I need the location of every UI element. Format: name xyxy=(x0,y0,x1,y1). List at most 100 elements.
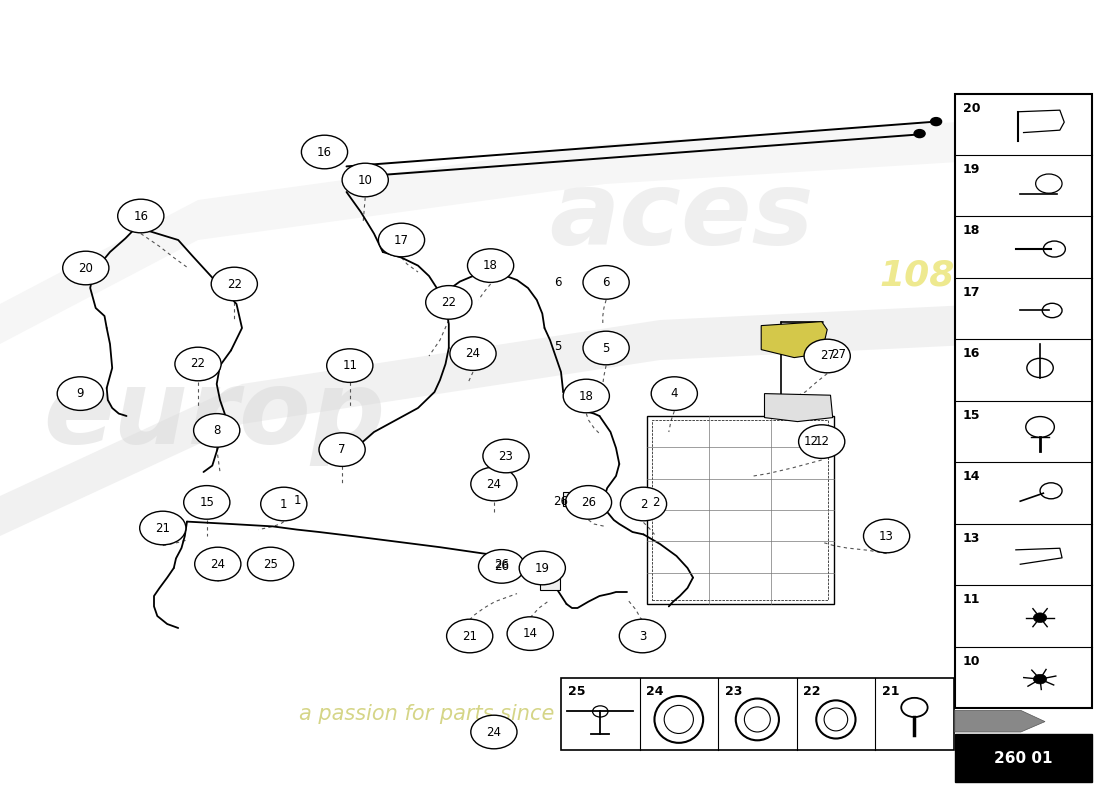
Text: europ: europ xyxy=(43,366,386,466)
Text: 12: 12 xyxy=(814,435,829,448)
Circle shape xyxy=(583,331,629,365)
Text: 22: 22 xyxy=(227,278,242,290)
Text: 19: 19 xyxy=(962,163,980,176)
Text: 17: 17 xyxy=(394,234,409,246)
Text: 18: 18 xyxy=(483,259,498,272)
Polygon shape xyxy=(761,322,827,358)
Text: 27: 27 xyxy=(820,350,835,362)
Text: 27: 27 xyxy=(830,348,846,361)
Circle shape xyxy=(804,339,850,373)
Text: 3: 3 xyxy=(639,630,646,642)
Text: 21: 21 xyxy=(462,630,477,642)
Circle shape xyxy=(118,199,164,233)
Text: 13: 13 xyxy=(879,530,894,542)
Text: 5: 5 xyxy=(554,340,561,353)
Circle shape xyxy=(864,519,910,553)
Circle shape xyxy=(57,377,103,410)
Text: 14: 14 xyxy=(962,470,980,483)
Circle shape xyxy=(175,347,221,381)
Circle shape xyxy=(184,486,230,519)
Text: 21: 21 xyxy=(882,685,900,698)
Text: 16: 16 xyxy=(317,146,332,158)
Text: 24: 24 xyxy=(486,726,502,738)
Circle shape xyxy=(619,619,666,653)
Text: 9: 9 xyxy=(77,387,84,400)
Text: 4: 4 xyxy=(671,387,678,400)
Circle shape xyxy=(620,487,667,521)
Text: 8: 8 xyxy=(213,424,220,437)
Text: 23: 23 xyxy=(498,450,514,462)
Circle shape xyxy=(565,486,612,519)
Circle shape xyxy=(483,439,529,473)
Circle shape xyxy=(1034,674,1046,684)
Text: 18: 18 xyxy=(962,225,980,238)
FancyBboxPatch shape xyxy=(561,678,954,750)
Text: 22: 22 xyxy=(441,296,456,309)
Text: 13: 13 xyxy=(962,532,980,545)
Circle shape xyxy=(519,551,565,585)
Text: 2: 2 xyxy=(652,496,659,509)
Text: 1: 1 xyxy=(280,498,287,510)
Polygon shape xyxy=(0,120,990,344)
Text: 26: 26 xyxy=(494,558,509,570)
Text: 20: 20 xyxy=(78,262,94,274)
Text: 5: 5 xyxy=(603,342,609,354)
Text: 18: 18 xyxy=(579,390,594,402)
Text: 17: 17 xyxy=(962,286,980,299)
Circle shape xyxy=(301,135,348,169)
Text: 16: 16 xyxy=(133,210,148,222)
Text: 24: 24 xyxy=(646,685,663,698)
Text: 22: 22 xyxy=(803,685,821,698)
Text: 11: 11 xyxy=(962,593,980,606)
Circle shape xyxy=(563,379,609,413)
Circle shape xyxy=(140,511,186,545)
Text: a passion for parts since 1985: a passion for parts since 1985 xyxy=(299,704,614,723)
Text: 24: 24 xyxy=(486,478,502,490)
Text: 260 01: 260 01 xyxy=(993,751,1053,766)
Circle shape xyxy=(248,547,294,581)
Circle shape xyxy=(211,267,257,301)
Circle shape xyxy=(378,223,425,257)
Circle shape xyxy=(63,251,109,285)
Text: 20: 20 xyxy=(962,102,980,114)
Text: aces: aces xyxy=(550,166,814,266)
Text: 25: 25 xyxy=(263,558,278,570)
Text: 1: 1 xyxy=(294,494,300,506)
FancyBboxPatch shape xyxy=(955,734,1092,782)
Circle shape xyxy=(450,337,496,370)
Text: 10: 10 xyxy=(962,654,980,667)
Circle shape xyxy=(914,130,925,138)
Circle shape xyxy=(478,550,525,583)
Circle shape xyxy=(342,163,388,197)
Text: 19: 19 xyxy=(535,562,550,574)
Text: 25: 25 xyxy=(568,685,585,698)
Text: 2: 2 xyxy=(640,498,647,510)
Text: 7: 7 xyxy=(339,443,345,456)
FancyBboxPatch shape xyxy=(563,492,583,506)
FancyBboxPatch shape xyxy=(540,576,560,590)
Text: 10: 10 xyxy=(358,174,373,186)
Circle shape xyxy=(261,487,307,521)
Polygon shape xyxy=(0,304,990,536)
Circle shape xyxy=(1034,613,1046,622)
Text: 22: 22 xyxy=(190,358,206,370)
Text: 26: 26 xyxy=(494,560,509,573)
Circle shape xyxy=(651,377,697,410)
FancyBboxPatch shape xyxy=(955,94,1092,708)
Text: 23: 23 xyxy=(725,685,742,698)
Circle shape xyxy=(471,715,517,749)
Polygon shape xyxy=(955,710,1045,732)
Text: 16: 16 xyxy=(962,347,980,360)
Circle shape xyxy=(426,286,472,319)
Text: 15: 15 xyxy=(199,496,214,509)
Circle shape xyxy=(327,349,373,382)
Text: 24: 24 xyxy=(210,558,225,570)
Text: 12: 12 xyxy=(803,435,818,448)
Circle shape xyxy=(799,425,845,458)
Text: 6: 6 xyxy=(554,276,561,289)
Text: 24: 24 xyxy=(465,347,481,360)
Circle shape xyxy=(194,414,240,447)
Circle shape xyxy=(447,619,493,653)
Circle shape xyxy=(468,249,514,282)
Text: 14: 14 xyxy=(522,627,538,640)
